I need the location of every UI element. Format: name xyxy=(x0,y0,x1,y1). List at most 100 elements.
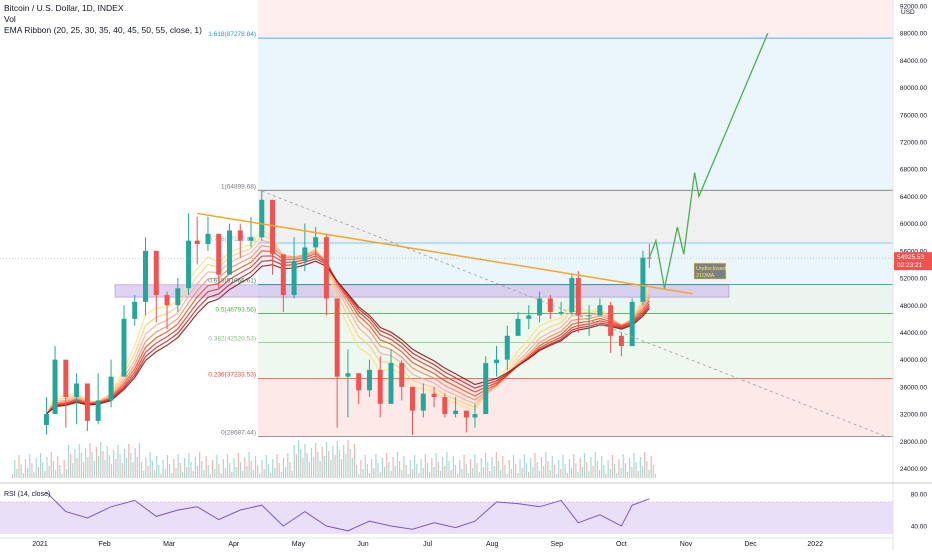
y-tick-label: 48000.00 xyxy=(900,303,927,310)
volume-bar xyxy=(173,459,175,478)
volume-bar xyxy=(265,455,267,478)
volume-bar xyxy=(568,459,571,478)
volume-bar xyxy=(375,454,377,478)
volume-bar xyxy=(89,443,91,478)
candle-body xyxy=(463,410,469,418)
x-tick-label: Aug xyxy=(486,541,499,548)
volume-bar xyxy=(489,471,491,478)
y-tick-label: 56000.00 xyxy=(900,248,927,255)
volume-bar xyxy=(222,459,224,478)
price-tag-countdown: 02:23:21 xyxy=(897,262,923,269)
candle-body xyxy=(399,363,405,387)
candle-body xyxy=(537,298,543,316)
candle-body xyxy=(515,318,521,336)
volume-bar xyxy=(313,457,315,478)
volume-bar xyxy=(291,471,293,478)
volume-bar xyxy=(334,455,336,478)
candle-body xyxy=(291,261,297,296)
candle-body xyxy=(248,237,254,241)
volume-bar xyxy=(549,470,551,478)
volume-bar xyxy=(289,462,291,478)
volume-bar xyxy=(252,470,254,478)
volume-bar xyxy=(502,456,504,478)
volume-bar xyxy=(491,457,493,478)
rsi-label: RSI (14, close) xyxy=(4,491,50,498)
volume-bar xyxy=(325,442,328,478)
volume-bar xyxy=(48,466,50,478)
volume-bar xyxy=(166,455,168,478)
volume-bar xyxy=(560,469,562,478)
x-tick-label: Oct xyxy=(616,541,627,548)
volume-bar xyxy=(469,459,472,478)
volume-bar xyxy=(534,453,536,478)
candle-body xyxy=(108,376,114,401)
volume-label[interactable]: Vol xyxy=(4,14,16,24)
volume-bar xyxy=(478,472,480,478)
volume-bar xyxy=(403,456,405,478)
volume-bar xyxy=(214,469,216,478)
volume-bar xyxy=(575,463,577,478)
volume-bar xyxy=(179,463,181,478)
candle-body xyxy=(494,359,500,364)
volume-bar xyxy=(306,453,308,478)
volume-bar xyxy=(237,453,239,478)
y-tick-label: 24000.00 xyxy=(900,466,927,473)
volume-bar xyxy=(588,471,590,478)
volume-bar xyxy=(297,440,300,478)
volume-bar xyxy=(614,464,616,478)
volume-bar xyxy=(536,462,538,478)
volume-bar xyxy=(115,459,117,478)
volume-bar xyxy=(373,468,375,478)
volume-bar xyxy=(618,459,620,478)
volume-bar xyxy=(319,461,321,478)
candle-body xyxy=(313,237,319,248)
ema-line-35 xyxy=(46,244,650,415)
descending-trendline xyxy=(197,212,693,295)
volume-bar xyxy=(29,454,31,478)
volume-bar xyxy=(601,456,603,478)
volume-bar xyxy=(78,444,80,478)
volume-bar xyxy=(637,471,639,478)
x-tick-label: Nov xyxy=(680,541,693,548)
candle-body xyxy=(153,250,159,296)
volume-bar xyxy=(244,457,246,478)
volume-bar xyxy=(474,454,476,478)
candle-body xyxy=(216,233,222,275)
volume-bar xyxy=(110,464,113,478)
y-tick-label: 64000.00 xyxy=(900,194,927,201)
volume-bar xyxy=(104,460,106,478)
symbol-title[interactable]: Bitcoin / U.S. Dollar, 1D, INDEX xyxy=(4,3,124,13)
fib-zone xyxy=(258,0,893,39)
volume-bar xyxy=(246,466,248,478)
y-tick-label: 68000.00 xyxy=(900,167,927,174)
ema-line-45 xyxy=(46,255,650,415)
candle-body xyxy=(74,383,80,398)
volume-bar xyxy=(102,451,104,478)
volume-bar xyxy=(216,455,218,478)
volume-bar xyxy=(59,465,61,478)
candle-body xyxy=(640,257,646,302)
volume-bar xyxy=(437,462,439,478)
ema-ribbon-label[interactable]: EMA Ribbon (20, 25, 30, 35, 40, 45, 50, … xyxy=(4,25,202,35)
y-tick-label: 92000.00 xyxy=(900,4,927,11)
volume-bar xyxy=(571,468,573,478)
volume-bar xyxy=(377,463,379,478)
volume-bar xyxy=(626,472,629,478)
volume-bar xyxy=(463,455,465,478)
candle-body xyxy=(608,305,614,336)
volume-bar xyxy=(235,467,237,478)
volume-bar xyxy=(130,453,132,478)
volume-bar xyxy=(93,461,95,478)
volume-bar xyxy=(121,463,123,478)
volume-bar xyxy=(360,460,362,478)
volume-bar xyxy=(42,462,44,478)
candle-body xyxy=(175,288,181,306)
volume-bar xyxy=(323,456,325,478)
volume-bar xyxy=(304,444,306,478)
volume-bar xyxy=(132,462,134,478)
volume-bar xyxy=(454,465,457,478)
volume-bar xyxy=(508,460,510,478)
volume-bar xyxy=(80,453,82,478)
